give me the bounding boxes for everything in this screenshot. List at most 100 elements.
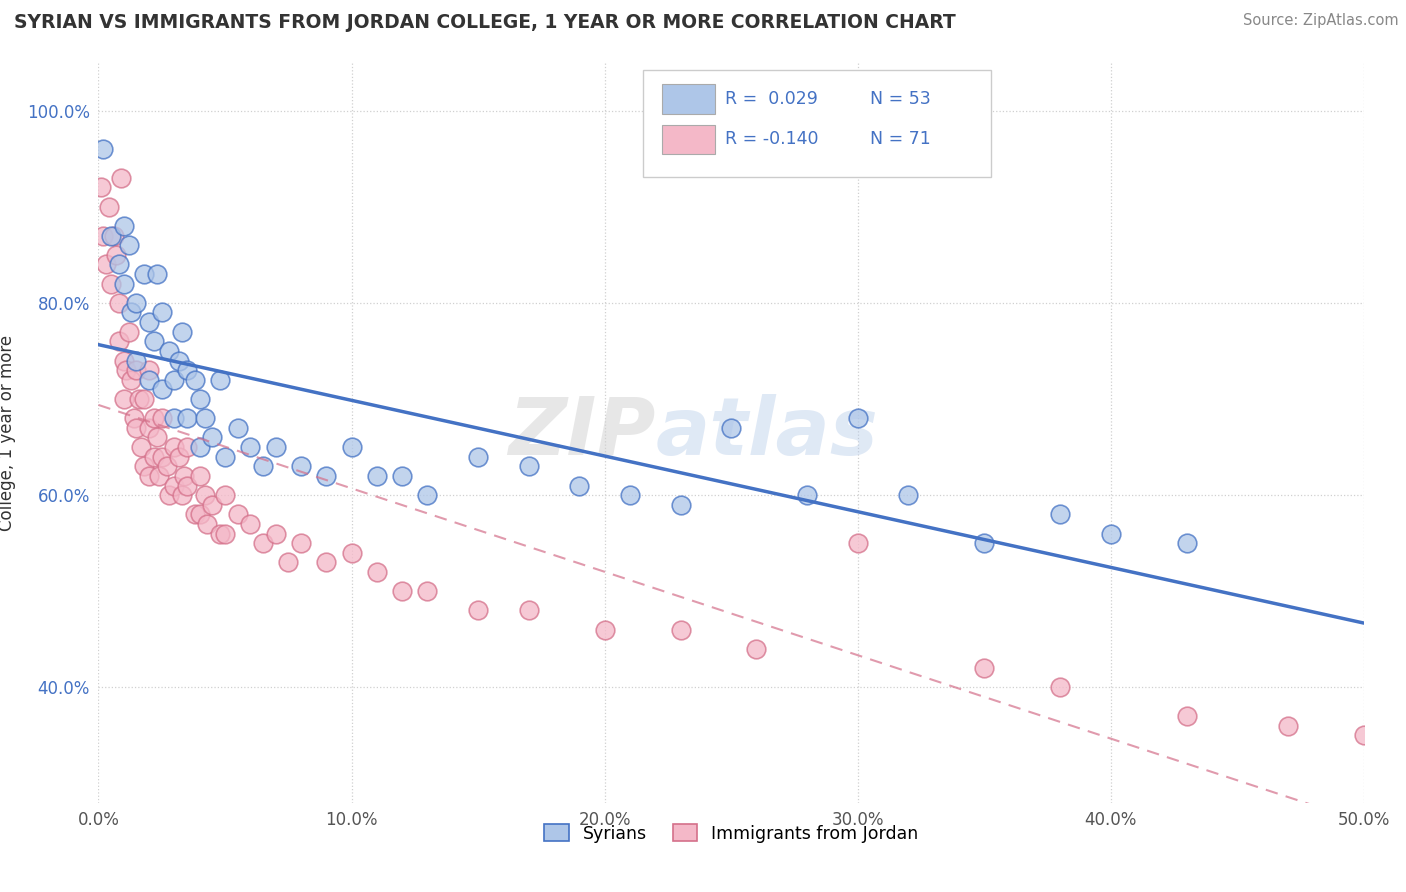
Point xyxy=(593,623,616,637)
Text: N = 71: N = 71 xyxy=(870,130,931,148)
Point xyxy=(169,450,191,464)
Point xyxy=(110,170,132,185)
Point xyxy=(170,488,193,502)
Point xyxy=(340,440,363,454)
Point xyxy=(568,478,591,492)
Point xyxy=(214,526,236,541)
Point xyxy=(517,459,540,474)
Point xyxy=(118,238,141,252)
Point xyxy=(138,469,160,483)
Point xyxy=(100,228,122,243)
Point xyxy=(201,430,224,444)
Point xyxy=(112,219,135,233)
Point xyxy=(132,267,155,281)
Point xyxy=(391,584,413,599)
Point xyxy=(125,353,148,368)
Point xyxy=(669,623,692,637)
Point xyxy=(973,536,995,550)
Point xyxy=(93,142,115,156)
Point xyxy=(145,430,167,444)
Point xyxy=(112,277,135,291)
Point xyxy=(201,498,224,512)
Point xyxy=(132,459,155,474)
Text: Source: ZipAtlas.com: Source: ZipAtlas.com xyxy=(1243,13,1399,29)
Point xyxy=(148,469,170,483)
Point xyxy=(131,440,153,454)
Point xyxy=(138,373,160,387)
Point xyxy=(264,526,287,541)
Point xyxy=(188,440,211,454)
Point xyxy=(150,411,173,425)
Point xyxy=(897,488,920,502)
Point xyxy=(125,421,148,435)
Point xyxy=(315,469,337,483)
Point xyxy=(315,556,337,570)
Point xyxy=(183,508,205,522)
Point xyxy=(125,363,148,377)
Legend: Syrians, Immigrants from Jordan: Syrians, Immigrants from Jordan xyxy=(537,818,925,850)
Point xyxy=(176,440,198,454)
Point xyxy=(107,334,129,349)
Point xyxy=(846,411,869,425)
Point xyxy=(226,421,249,435)
Point xyxy=(115,363,138,377)
Point xyxy=(264,440,287,454)
Y-axis label: College, 1 year or more: College, 1 year or more xyxy=(0,334,15,531)
Point xyxy=(226,508,249,522)
Point xyxy=(107,257,129,271)
Point xyxy=(745,642,768,657)
Point xyxy=(118,325,141,339)
Point xyxy=(163,440,186,454)
Point xyxy=(176,411,198,425)
Point xyxy=(112,353,135,368)
Point xyxy=(132,392,155,406)
Point xyxy=(1175,536,1198,550)
Point xyxy=(176,363,198,377)
Point xyxy=(138,421,160,435)
Point xyxy=(122,411,145,425)
Point xyxy=(669,498,692,512)
Point xyxy=(125,295,148,310)
Point xyxy=(138,363,160,377)
Point xyxy=(1099,526,1122,541)
Point xyxy=(1049,508,1071,522)
Point xyxy=(619,488,641,502)
Point xyxy=(214,450,236,464)
Point xyxy=(366,469,388,483)
Point xyxy=(846,536,869,550)
Point xyxy=(1049,681,1071,695)
Point xyxy=(163,373,186,387)
Point xyxy=(252,536,274,550)
Point xyxy=(97,200,120,214)
Point xyxy=(90,180,112,194)
Point xyxy=(169,353,191,368)
Point xyxy=(467,450,489,464)
Point xyxy=(416,584,439,599)
Point xyxy=(188,392,211,406)
Point xyxy=(188,469,211,483)
Point xyxy=(176,478,198,492)
Text: R = -0.140: R = -0.140 xyxy=(725,130,818,148)
Point xyxy=(145,267,167,281)
Point xyxy=(112,392,135,406)
Point xyxy=(252,459,274,474)
Point xyxy=(143,334,166,349)
Point xyxy=(208,373,231,387)
Point xyxy=(143,450,166,464)
Point xyxy=(170,325,193,339)
Text: SYRIAN VS IMMIGRANTS FROM JORDAN COLLEGE, 1 YEAR OR MORE CORRELATION CHART: SYRIAN VS IMMIGRANTS FROM JORDAN COLLEGE… xyxy=(14,13,956,32)
Point xyxy=(973,661,995,675)
Point xyxy=(391,469,413,483)
Point xyxy=(120,305,142,319)
Text: ZIP: ZIP xyxy=(508,393,655,472)
Point xyxy=(290,536,312,550)
Point xyxy=(188,508,211,522)
FancyBboxPatch shape xyxy=(643,70,990,178)
Text: atlas: atlas xyxy=(655,393,877,472)
Point xyxy=(239,440,262,454)
Point xyxy=(157,343,180,358)
FancyBboxPatch shape xyxy=(661,125,714,154)
Point xyxy=(107,295,129,310)
Point xyxy=(163,411,186,425)
Point xyxy=(340,546,363,560)
